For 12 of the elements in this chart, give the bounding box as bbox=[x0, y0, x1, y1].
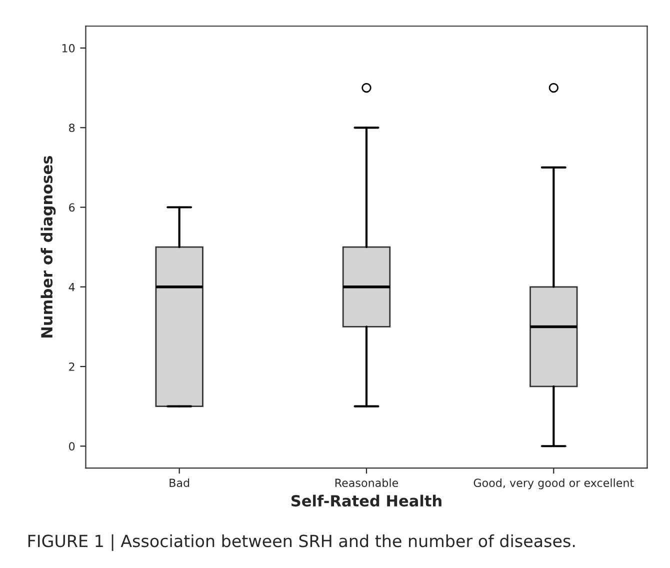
y-tick-label: 10 bbox=[62, 44, 75, 52]
y-tick-label: 8 bbox=[69, 124, 75, 132]
y-axis-title: Number of diagnoses bbox=[40, 156, 56, 338]
caption: FIGURE 1 | Association between SRH and the number of diseases. bbox=[28, 534, 575, 551]
x-axis-title: Self-Rated Health bbox=[291, 494, 442, 507]
x-tick-label: Good, very good or excellent bbox=[474, 478, 634, 490]
y-tick-label: 4 bbox=[68, 283, 75, 292]
x-tick-label: Reasonable bbox=[335, 478, 398, 488]
x-tick-label: Bad bbox=[170, 478, 190, 488]
y-tick-label: 2 bbox=[69, 362, 74, 371]
y-tick-label: 6 bbox=[69, 203, 75, 212]
y-tick-label: 0 bbox=[69, 442, 75, 451]
